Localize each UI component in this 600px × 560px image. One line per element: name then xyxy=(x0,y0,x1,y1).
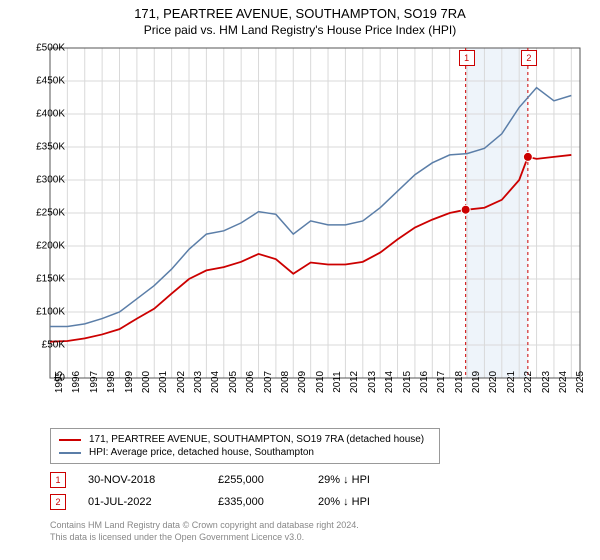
chart-svg xyxy=(50,48,580,378)
sales-row-1: 1 30-NOV-2018 £255,000 29% ↓ HPI xyxy=(50,472,418,488)
sales-table: 1 30-NOV-2018 £255,000 29% ↓ HPI 2 01-JU… xyxy=(50,472,418,516)
attribution-line1: Contains HM Land Registry data © Crown c… xyxy=(50,520,359,532)
x-tick-label: 1999 xyxy=(124,371,135,393)
y-tick-label: £500K xyxy=(20,43,65,54)
chart-plot-area xyxy=(50,48,580,378)
attribution-line2: This data is licensed under the Open Gov… xyxy=(50,532,359,544)
x-tick-label: 1996 xyxy=(71,371,82,393)
x-tick-label: 2016 xyxy=(419,371,430,393)
attribution: Contains HM Land Registry data © Crown c… xyxy=(50,520,359,543)
y-tick-label: £450K xyxy=(20,76,65,87)
x-tick-label: 2020 xyxy=(488,371,499,393)
x-tick-label: 2019 xyxy=(471,371,482,393)
title-subtitle: Price paid vs. HM Land Registry's House … xyxy=(0,23,600,37)
x-tick-label: 2015 xyxy=(402,371,413,393)
y-tick-label: £50K xyxy=(20,340,65,351)
x-tick-label: 2017 xyxy=(436,371,447,393)
top-marker-1: 1 xyxy=(459,50,475,66)
y-tick-label: £100K xyxy=(20,307,65,318)
sales-diff-2: 20% ↓ HPI xyxy=(318,496,418,508)
legend-item-property: 171, PEARTREE AVENUE, SOUTHAMPTON, SO19 … xyxy=(59,433,431,446)
top-marker-2: 2 xyxy=(521,50,537,66)
legend-item-hpi: HPI: Average price, detached house, Sout… xyxy=(59,446,431,459)
y-tick-label: £350K xyxy=(20,142,65,153)
x-tick-label: 2012 xyxy=(349,371,360,393)
x-tick-label: 2011 xyxy=(332,371,343,393)
sales-date-1: 30-NOV-2018 xyxy=(88,474,218,486)
legend-label-property: 171, PEARTREE AVENUE, SOUTHAMPTON, SO19 … xyxy=(89,434,424,445)
x-tick-label: 1997 xyxy=(89,371,100,393)
x-tick-label: 1998 xyxy=(106,371,117,393)
y-tick-label: £400K xyxy=(20,109,65,120)
x-tick-label: 2006 xyxy=(245,371,256,393)
x-tick-label: 2013 xyxy=(367,371,378,393)
x-tick-label: 2005 xyxy=(228,371,239,393)
x-tick-label: 2024 xyxy=(558,371,569,393)
legend-swatch-property xyxy=(59,439,81,441)
x-tick-label: 1995 xyxy=(54,371,65,393)
y-tick-label: £250K xyxy=(20,208,65,219)
sales-price-1: £255,000 xyxy=(218,474,318,486)
x-tick-label: 2023 xyxy=(541,371,552,393)
sales-diff-1: 29% ↓ HPI xyxy=(318,474,418,486)
x-tick-label: 2018 xyxy=(454,371,465,393)
x-tick-label: 2002 xyxy=(176,371,187,393)
x-tick-label: 2022 xyxy=(523,371,534,393)
x-tick-label: 2010 xyxy=(315,371,326,393)
y-tick-label: £200K xyxy=(20,241,65,252)
sales-marker-2: 2 xyxy=(50,494,66,510)
x-tick-label: 2009 xyxy=(297,371,308,393)
x-tick-label: 2004 xyxy=(210,371,221,393)
y-tick-label: £300K xyxy=(20,175,65,186)
x-tick-label: 2025 xyxy=(575,371,586,393)
x-tick-label: 2001 xyxy=(158,371,169,393)
sales-date-2: 01-JUL-2022 xyxy=(88,496,218,508)
x-tick-label: 2000 xyxy=(141,371,152,393)
sales-price-2: £335,000 xyxy=(218,496,318,508)
sales-marker-1: 1 xyxy=(50,472,66,488)
legend: 171, PEARTREE AVENUE, SOUTHAMPTON, SO19 … xyxy=(50,428,440,464)
chart-container: 171, PEARTREE AVENUE, SOUTHAMPTON, SO19 … xyxy=(0,0,600,560)
x-tick-label: 2003 xyxy=(193,371,204,393)
title-address: 171, PEARTREE AVENUE, SOUTHAMPTON, SO19 … xyxy=(0,6,600,21)
x-tick-label: 2008 xyxy=(280,371,291,393)
y-tick-label: £150K xyxy=(20,274,65,285)
x-tick-label: 2007 xyxy=(263,371,274,393)
chart-titles: 171, PEARTREE AVENUE, SOUTHAMPTON, SO19 … xyxy=(0,0,600,37)
x-tick-label: 2014 xyxy=(384,371,395,393)
legend-swatch-hpi xyxy=(59,452,81,454)
x-tick-label: 2021 xyxy=(506,371,517,393)
legend-label-hpi: HPI: Average price, detached house, Sout… xyxy=(89,447,314,458)
sales-row-2: 2 01-JUL-2022 £335,000 20% ↓ HPI xyxy=(50,494,418,510)
